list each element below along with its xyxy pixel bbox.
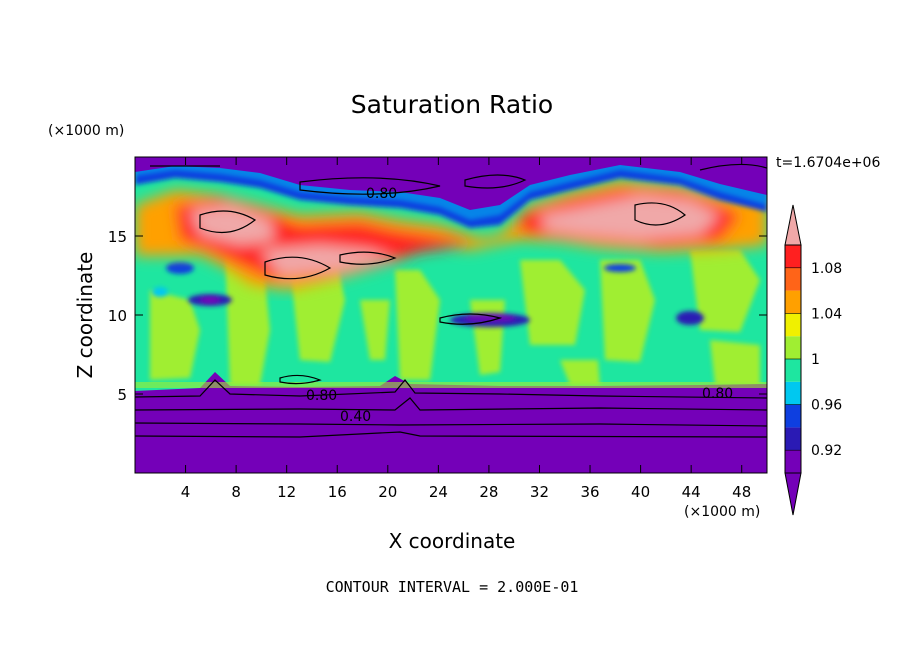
upper-layer (135, 157, 767, 228)
colorbar-segment (785, 359, 801, 382)
x-tick-label: 24 (429, 483, 448, 501)
x-axis-unit: (×1000 m) (684, 504, 760, 520)
x-tick-label: 16 (328, 483, 347, 501)
y-tick-label: 10 (108, 307, 127, 325)
y-tick-label: 5 (117, 386, 127, 404)
x-tick-label: 20 (378, 483, 397, 501)
dry-spots (152, 262, 704, 327)
lower-layer (135, 372, 767, 473)
colorbar-segment (785, 450, 801, 473)
chart-title: Saturation Ratio (351, 90, 553, 119)
x-tick-label: 12 (277, 483, 296, 501)
x-tick-label: 36 (580, 483, 599, 501)
x-tick-label: 48 (732, 483, 751, 501)
colorbar-segment (785, 404, 801, 428)
y-axis-ticks: 5 10 15 (108, 228, 767, 404)
colorbar: 0.92 0.96 1 1.04 1.08 (784, 204, 842, 516)
colorbar-segment (785, 381, 801, 405)
time-label: t=1.6704e+06 (776, 155, 880, 171)
contour-label: 0.80 (702, 386, 733, 402)
contour-label: 0.80 (306, 388, 337, 404)
colorbar-segment (785, 313, 801, 337)
colorbar-segment (785, 427, 801, 451)
contour-label: 0.80 (366, 186, 397, 202)
x-axis-ticks: 4 8 12 16 20 24 28 32 36 40 44 48 (181, 157, 751, 501)
colorbar-label: 1.08 (811, 261, 842, 277)
colorbar-label: 1 (811, 352, 820, 368)
colorbar-low-extension (784, 472, 802, 516)
contour-label: 0.40 (340, 409, 371, 425)
colorbar-segment (785, 290, 801, 314)
x-tick-label: 8 (231, 483, 241, 501)
y-axis-label: Z coordinate (73, 252, 97, 379)
x-tick-label: 32 (530, 483, 549, 501)
y-tick-label: 15 (108, 228, 127, 246)
contour-lines (135, 163, 767, 438)
x-tick-label: 4 (181, 483, 191, 501)
colorbar-high-extension (784, 204, 802, 246)
plot-area: 0.80 0.80 0.80 0.40 (135, 157, 767, 473)
colorbar-label: 0.96 (811, 398, 842, 414)
colorbar-label: 0.92 (811, 443, 842, 459)
supersaturated-band (135, 180, 767, 290)
x-axis-label: X coordinate (389, 529, 516, 553)
colorbar-segment (785, 336, 801, 359)
colorbar-label: 1.04 (811, 306, 842, 322)
colorbar-segment (785, 245, 801, 268)
contour-interval-footer: CONTOUR INTERVAL = 2.000E-01 (326, 578, 579, 596)
x-tick-label: 40 (631, 483, 650, 501)
y-axis-unit: (×1000 m) (48, 123, 124, 139)
x-tick-label: 28 (479, 483, 498, 501)
colorbar-segment (785, 267, 801, 291)
x-tick-label: 44 (682, 483, 701, 501)
contour-labels: 0.80 0.80 0.80 0.40 (306, 186, 733, 425)
